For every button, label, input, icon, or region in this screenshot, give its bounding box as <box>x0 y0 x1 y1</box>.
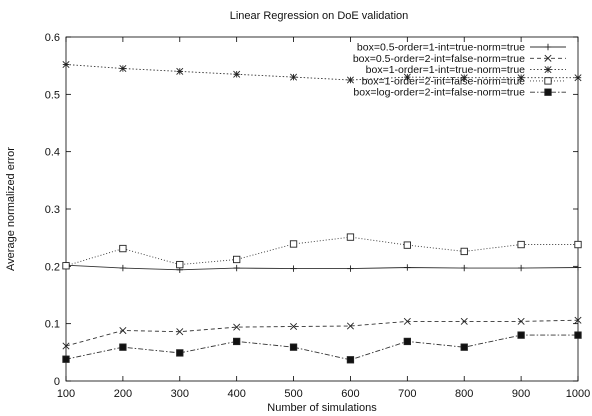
series-1-point-marker <box>574 264 582 271</box>
legend-item: box=0.5-order=1-int=true-norm=true <box>357 42 566 54</box>
series-1-line <box>65 264 579 271</box>
series-5-point-marker <box>460 343 468 351</box>
series-2-line <box>65 319 579 347</box>
series-4-point-marker <box>403 241 411 249</box>
series-3-point-marker <box>290 73 298 81</box>
series-1-point-marker <box>517 264 525 272</box>
series-4-point-marker <box>62 262 70 270</box>
legend-label: box=0.5-order=2-int=false-norm=true <box>353 53 525 65</box>
legend-label: box=1-order=2-int=false-norm=true <box>362 75 526 87</box>
series-3-point-marker <box>62 61 70 69</box>
legend-marker <box>544 88 552 96</box>
series-2-point-marker <box>460 317 468 325</box>
x-axis-label: Number of simulations <box>267 402 377 414</box>
y-axis-label: Average normalized error <box>5 147 17 271</box>
y-tick-label: 0.1 <box>45 319 60 331</box>
y-tick-label: 0 <box>54 376 60 388</box>
x-tick-label: 200 <box>114 388 132 400</box>
series-1 <box>62 261 582 273</box>
series-3-point-marker <box>403 73 411 81</box>
series-4-point-marker <box>460 247 468 256</box>
series-5-line <box>65 334 578 361</box>
series-5 <box>62 331 582 364</box>
series-2-point-marker <box>176 328 184 336</box>
legend: box=0.5-order=1-int=true-norm=truebox=0.… <box>353 42 566 99</box>
series-4-point-marker <box>176 260 184 269</box>
series-3 <box>62 61 582 84</box>
series-3-point-marker <box>176 67 184 75</box>
series-5-point-marker <box>62 355 70 363</box>
y-tick-label: 0.3 <box>45 204 60 216</box>
x-tick-label: 600 <box>341 388 359 400</box>
x-tick-label: 100 <box>57 388 75 400</box>
series-5-point-marker <box>119 343 127 351</box>
series-2 <box>62 316 582 350</box>
series-5-point-marker <box>233 337 241 346</box>
y-tick-label: 0.2 <box>45 261 60 273</box>
legend-label: box=log-order=2-int=false-norm=true <box>353 87 525 99</box>
series-4 <box>62 233 582 270</box>
x-tick-label: 1000 <box>566 388 590 400</box>
legend-item: box=log-order=2-int=false-norm=true <box>353 87 566 99</box>
series-1-point-marker <box>233 264 240 272</box>
series-4-line <box>65 236 578 267</box>
x-tick-label: 700 <box>398 388 416 400</box>
series-2-point-marker <box>346 322 354 330</box>
series-3-point-marker <box>119 65 127 73</box>
series-3-point-marker <box>574 74 582 82</box>
series-2-point-marker <box>517 317 525 325</box>
series-5-point-marker <box>346 356 355 364</box>
y-tick-label: 0.5 <box>45 89 60 101</box>
x-tick-label: 300 <box>171 388 189 400</box>
series-5-point-marker <box>574 331 582 339</box>
series-5-point-marker <box>517 331 525 339</box>
y-axis: 0 0.1 0.2 0.3 0.4 0.5 0.6 <box>45 32 578 388</box>
legend-marker <box>544 43 552 51</box>
series-2-point-marker <box>119 327 127 335</box>
series-3-line <box>65 64 578 81</box>
legend-label: box=1-order=1-int=true-norm=true <box>366 64 525 76</box>
series-4-point-marker <box>574 240 582 249</box>
series-4-point-marker <box>517 240 525 249</box>
series-3-point-marker <box>460 74 468 82</box>
series-3-point-marker <box>346 76 354 84</box>
series-2-point-marker <box>574 316 582 324</box>
legend-marker <box>544 66 552 74</box>
x-tick-label: 400 <box>227 388 245 400</box>
y-tick-label: 0.4 <box>45 147 60 159</box>
x-tick-label: 900 <box>512 388 530 400</box>
series-1-point-marker <box>119 264 127 272</box>
series-2-point-marker <box>233 323 241 331</box>
series-lines <box>62 61 582 364</box>
series-2-point-marker <box>403 317 411 325</box>
series-5-point-marker <box>289 343 298 351</box>
legend-item: box=1-order=2-int=false-norm=true <box>362 75 566 87</box>
series-1-point-marker <box>404 264 411 271</box>
series-1-point-marker <box>461 264 468 272</box>
x-tick-label: 800 <box>455 388 473 400</box>
legend-item: box=1-order=1-int=true-norm=true <box>366 64 566 76</box>
x-tick-label: 500 <box>284 388 302 400</box>
series-5-point-marker <box>403 337 411 346</box>
x-axis: 100 200 300 400 500 600 700 800 900 1000 <box>57 37 590 400</box>
series-3-point-marker <box>233 70 241 78</box>
series-1-point-marker <box>347 265 354 272</box>
series-2-point-marker <box>290 323 298 331</box>
series-1-point-marker <box>290 265 297 272</box>
chart-title: Linear Regression on DoE validation <box>230 10 409 22</box>
legend-marker <box>544 77 552 85</box>
y-tick-label: 0.6 <box>45 32 60 44</box>
series-4-point-marker <box>346 233 355 241</box>
series-3-point-marker <box>517 74 525 82</box>
series-4-point-marker <box>233 255 241 264</box>
series-2-point-marker <box>62 342 70 350</box>
series-4-point-marker <box>289 240 298 248</box>
series-5-point-marker <box>176 349 184 357</box>
series-4-point-marker <box>119 244 127 253</box>
legend-marker <box>544 54 552 62</box>
legend-item: box=0.5-order=2-int=false-norm=true <box>353 53 566 65</box>
legend-label: box=0.5-order=1-int=true-norm=true <box>357 42 525 54</box>
